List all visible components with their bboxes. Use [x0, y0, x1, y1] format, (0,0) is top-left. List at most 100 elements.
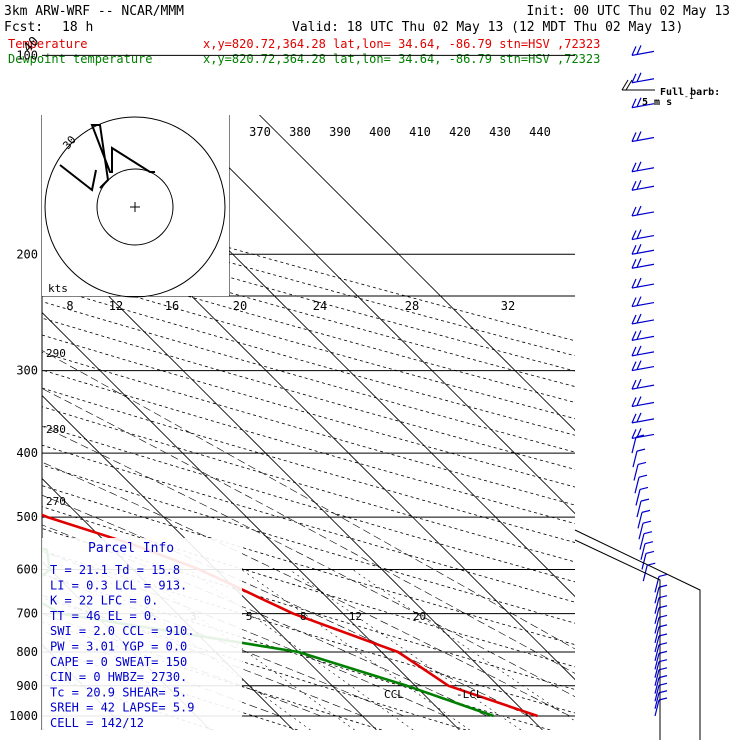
- mixing-ratio-line: [241, 569, 470, 730]
- barb-shaft: [654, 597, 660, 614]
- mixing-ratio-line: [91, 569, 311, 730]
- theta-label: 440: [529, 125, 551, 139]
- wind-barb: [631, 258, 655, 269]
- moist-adiabat: [42, 594, 363, 717]
- barb-flag: [636, 412, 642, 423]
- barb-flag: [631, 162, 637, 172]
- barb-flag: [631, 397, 637, 407]
- barb-shaft: [631, 50, 655, 56]
- speed-tick-label: 20: [233, 299, 247, 313]
- theta-label: 380: [289, 125, 311, 139]
- barb-flag: [631, 98, 637, 108]
- barb-flag: [635, 434, 645, 438]
- barb-flag: [636, 360, 642, 370]
- barb-flag: [631, 245, 637, 255]
- barb-flag: [636, 428, 642, 438]
- wind-barb: [631, 412, 655, 424]
- wind-barb: [631, 97, 655, 109]
- temperature-legend-label: Temperature: [8, 37, 87, 51]
- pressure-label: 800: [16, 645, 38, 659]
- barb-flag: [640, 498, 650, 502]
- barb-flag: [644, 541, 654, 545]
- dry-adiabat: [42, 550, 575, 714]
- barb-shaft: [654, 699, 660, 717]
- wind-barb: [637, 509, 651, 529]
- wind-barb: [631, 330, 655, 341]
- barb-shaft: [631, 436, 637, 454]
- barb-shaft: [635, 489, 641, 506]
- mixing-ratio-label: 8: [300, 610, 307, 623]
- barb-flag: [636, 296, 642, 306]
- wind-barb: [631, 277, 655, 289]
- wind-barb: [654, 584, 668, 604]
- barb-shaft: [634, 477, 640, 494]
- theta-label: 400: [369, 125, 391, 139]
- forecast-label: Fcst:: [4, 20, 43, 35]
- barb-flag: [631, 346, 637, 357]
- dry-adiabat-label: 270: [46, 495, 66, 508]
- barb-legend-line1: Full barb:: [660, 87, 720, 98]
- speed-tick-label: 28: [405, 299, 419, 313]
- barb-shaft: [654, 653, 660, 670]
- parcel-info-line: SWI = 2.0 CCL = 910.: [50, 624, 195, 638]
- barb-shaft: [631, 384, 655, 390]
- hodograph-ring-outer: [44, 116, 226, 298]
- moist-adiabat: [42, 350, 575, 650]
- barb-shaft: [631, 136, 655, 143]
- wind-barb: [631, 205, 655, 217]
- pressure-label: 100: [16, 48, 38, 62]
- barb-shaft: [638, 523, 644, 540]
- barb-flag: [636, 345, 642, 356]
- pressure-label: 500: [16, 510, 38, 524]
- barb-flag: [636, 45, 642, 55]
- mixing-ratio-label: 12: [349, 610, 362, 623]
- barb-flag: [639, 486, 649, 491]
- barb-shaft: [639, 533, 645, 550]
- parcel-info-line: TT = 46 EL = 0.: [50, 609, 158, 623]
- barb-flag: [636, 396, 642, 406]
- barb-frame: [574, 529, 701, 740]
- wind-barb: [632, 448, 646, 468]
- barb-legend-line2: 5 m s: [642, 97, 672, 108]
- barb-flag: [631, 73, 637, 83]
- speed-tick-label: 12: [109, 299, 123, 313]
- barb-legend: Full barb: 5 m s -1: [621, 79, 720, 108]
- wind-barb: [631, 296, 655, 308]
- wind-barb: [634, 474, 648, 494]
- barb-flag: [631, 379, 637, 390]
- valid-time: Valid: 18 UTC Thu 02 May 13 (12 MDT Thu …: [292, 20, 683, 35]
- wind-barb: [641, 550, 655, 570]
- dry-adiabat: [42, 223, 575, 372]
- barb-flag: [631, 278, 637, 289]
- pressure-label: 400: [16, 446, 38, 460]
- wind-barb: [638, 520, 652, 540]
- barb-shaft: [654, 669, 660, 686]
- parcel-info-line: SREH = 42 LAPSE= 5.9: [50, 701, 195, 715]
- barb-flag: [636, 277, 642, 288]
- barb-flag: [636, 131, 642, 141]
- parcel-info-line: T = 21.1 Td = 15.8: [50, 563, 180, 577]
- dry-adiabat: [42, 444, 575, 603]
- barb-shaft: [654, 685, 660, 702]
- dewpoint-profile: [42, 547, 495, 718]
- dry-adiabat-label: 290: [46, 347, 66, 360]
- pressure-label: 700: [16, 607, 38, 621]
- barb-flag: [643, 531, 653, 535]
- barb-flag: [637, 461, 647, 466]
- barb-flag: [636, 161, 642, 171]
- temperature-legend-info: x,y=820.72,364.28 lat,lon= 34.64, -86.79…: [203, 37, 600, 51]
- pressure-label: 200: [16, 247, 38, 261]
- barb-flag: [631, 259, 637, 269]
- barb-shaft: [641, 553, 647, 570]
- forecast-hour: 18 h: [62, 20, 93, 35]
- wind-barb: [640, 541, 654, 560]
- barb-shaft: [654, 626, 660, 644]
- barb-shaft: [631, 401, 655, 408]
- wind-barb: [654, 573, 668, 593]
- wind-barb: [631, 434, 645, 454]
- barb-shaft: [633, 464, 639, 481]
- isotherm-line: [42, 228, 543, 730]
- hodograph-ring-inner: [96, 168, 174, 246]
